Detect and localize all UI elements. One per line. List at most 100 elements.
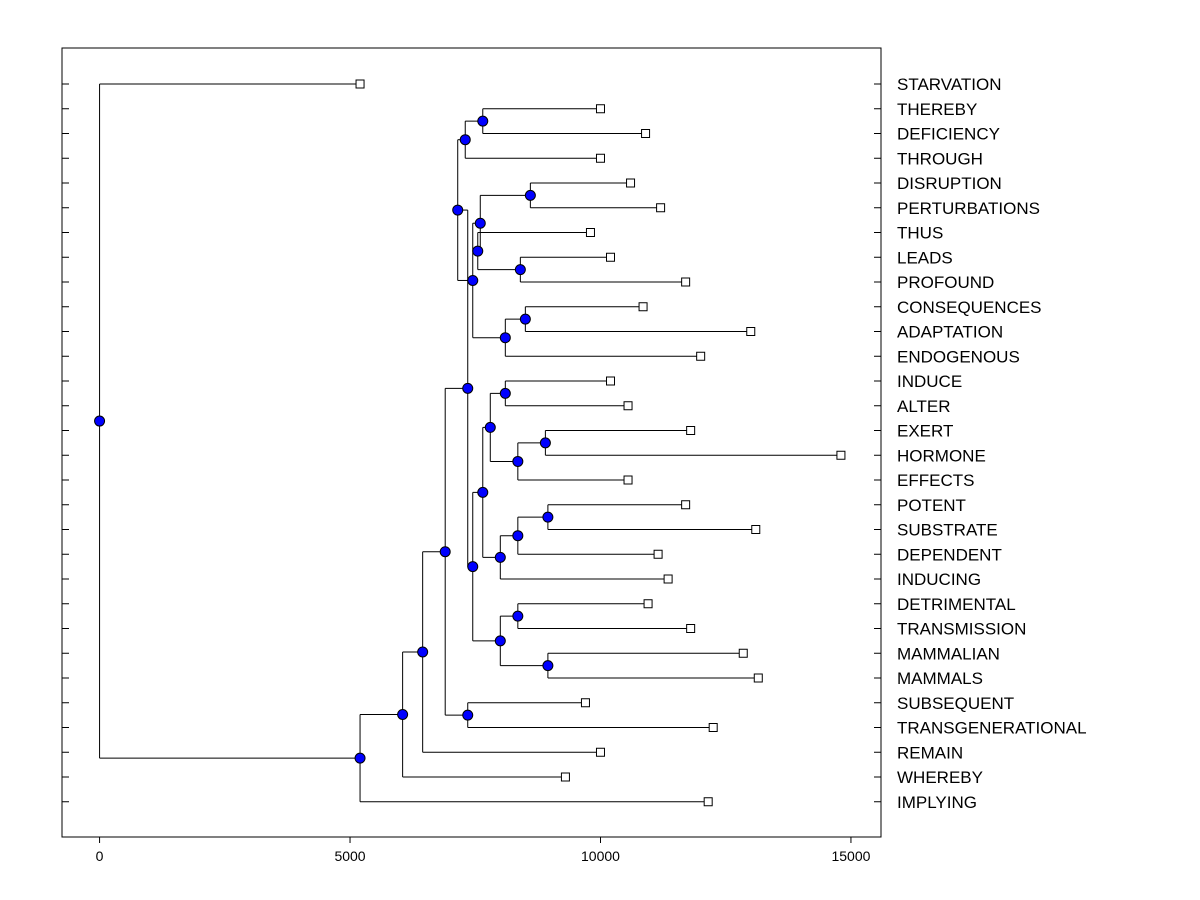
leaf-label: ENDOGENOUS <box>897 347 1020 366</box>
leaf-marker <box>751 525 761 534</box>
merge-node <box>459 134 471 146</box>
leaf-label: ALTER <box>897 397 951 416</box>
leaf-marker <box>606 376 616 386</box>
leaf-marker <box>638 302 648 312</box>
leaf-marker <box>355 79 365 89</box>
leaf-label: SUBSEQUENT <box>897 694 1014 713</box>
leaf-label: SUBSTRATE <box>897 521 998 540</box>
merge-node <box>494 635 506 647</box>
merge-node <box>354 752 366 764</box>
leaf-label: DEFICIENCY <box>897 125 1000 144</box>
x-tick-label: 15000 <box>831 848 870 864</box>
merge-node <box>94 415 106 427</box>
merge-node <box>499 387 511 399</box>
leaf-label: POTENT <box>897 496 966 515</box>
x-tick-label: 10000 <box>581 848 620 864</box>
leaf-marker <box>746 327 756 336</box>
leaf-marker <box>738 648 748 658</box>
leaf-label: DEPENDENT <box>897 545 1002 564</box>
leaf-label: REMAIN <box>897 743 963 762</box>
leaf-marker <box>643 599 653 609</box>
leaf-marker <box>606 252 616 262</box>
leaf-marker <box>681 500 691 510</box>
leaf-label: CONSEQUENCES <box>897 298 1042 317</box>
leaf-marker <box>656 203 666 213</box>
merge-node <box>512 455 524 467</box>
merge-node <box>462 709 474 721</box>
merge-node <box>467 561 479 573</box>
merge-node <box>467 274 479 286</box>
leaf-label: EXERT <box>897 422 953 441</box>
merge-node <box>512 610 524 622</box>
merge-node <box>542 660 554 672</box>
x-tick-label: 0 <box>96 848 104 864</box>
leaf-marker <box>686 426 696 435</box>
merge-node <box>397 708 409 720</box>
leaf-label: PROFOUND <box>897 273 994 292</box>
leaf-labels: STARVATION THEREBY DEFICIENCY THROUGH DISRUP… <box>897 75 1087 812</box>
merge-nodes <box>94 115 554 764</box>
merge-node <box>494 551 506 563</box>
y-tick-marks <box>62 83 881 803</box>
leaf-markers <box>355 79 846 807</box>
leaf-label: INDUCING <box>897 570 981 589</box>
leaf-marker <box>580 698 590 708</box>
merge-node <box>524 189 536 201</box>
leaf-marker <box>696 351 706 361</box>
leaf-marker <box>836 450 846 460</box>
leaf-label: DISRUPTION <box>897 174 1002 193</box>
leaf-label: IMPLYING <box>897 793 977 812</box>
leaf-label: LEADS <box>897 248 953 267</box>
leaf-marker <box>703 797 713 807</box>
leaf-label: THEREBY <box>897 100 977 119</box>
leaf-marker <box>560 772 570 782</box>
leaf-marker <box>626 178 636 188</box>
merge-node <box>462 382 474 394</box>
leaf-marker <box>653 549 663 559</box>
leaf-marker <box>663 574 673 584</box>
leaf-label: MAMMALIAN <box>897 644 1000 663</box>
x-axis-ticks: 0 5000 10000 15000 <box>96 837 871 864</box>
leaf-marker <box>585 228 595 237</box>
leaf-label: TRANSMISSION <box>897 620 1026 639</box>
leaf-marker <box>595 104 605 114</box>
merge-node <box>484 421 496 433</box>
leaf-marker <box>595 153 605 163</box>
leaf-label: ADAPTATION <box>897 323 1003 342</box>
merge-node <box>417 646 429 658</box>
merge-node <box>474 217 486 229</box>
plot-frame <box>61 47 882 838</box>
leaf-marker <box>595 747 605 757</box>
merge-node <box>542 511 554 523</box>
leaf-marker <box>623 475 633 485</box>
merge-node <box>439 546 451 558</box>
leaf-marker <box>623 401 633 411</box>
x-tick-label: 5000 <box>334 848 365 864</box>
leaf-label: STARVATION <box>897 75 1002 94</box>
merge-node <box>477 115 489 127</box>
leaf-marker <box>708 723 718 732</box>
leaf-label: HORMONE <box>897 446 986 465</box>
leaf-marker <box>641 129 651 138</box>
leaf-label: DETRIMENTAL <box>897 595 1016 614</box>
merge-node <box>499 332 511 344</box>
merge-node <box>512 530 524 542</box>
leaf-marker <box>681 277 691 287</box>
leaf-marker <box>686 624 696 633</box>
leaf-label: TRANSGENERATIONAL <box>897 719 1087 738</box>
merge-node <box>539 437 551 449</box>
leaf-label: INDUCE <box>897 372 962 391</box>
dendrogram-links <box>99 83 841 803</box>
merge-node <box>452 204 464 216</box>
merge-node <box>472 245 484 257</box>
merge-node <box>514 264 526 276</box>
leaf-label: THUS <box>897 224 943 243</box>
leaf-label: EFFECTS <box>897 471 974 490</box>
merge-node <box>519 313 531 325</box>
leaf-marker <box>753 673 763 683</box>
leaf-label: PERTURBATIONS <box>897 199 1040 218</box>
leaf-label: WHEREBY <box>897 768 983 787</box>
leaf-label: MAMMALS <box>897 669 983 688</box>
leaf-label: THROUGH <box>897 149 983 168</box>
